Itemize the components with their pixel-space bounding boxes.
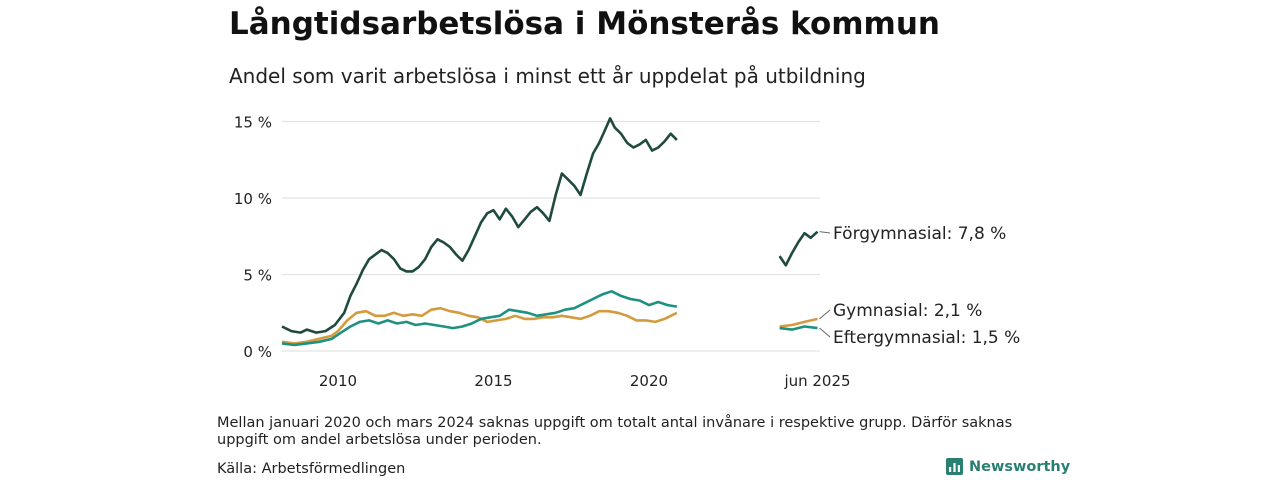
- series-line-förgymnasial: [281, 117, 678, 334]
- y-tick-label: 0 %: [243, 343, 272, 361]
- y-tick-label: 5 %: [243, 267, 272, 285]
- series-line-gymnasial: [281, 306, 678, 345]
- series-end-label: Förgymnasial: 7,8 %: [833, 224, 1006, 244]
- x-tick-label: 2010: [319, 372, 357, 390]
- y-tick-label: 10 %: [234, 190, 272, 208]
- x-tick-label: 2020: [630, 372, 668, 390]
- brand-name: Newsworthy: [969, 458, 1071, 475]
- chart-title: Långtidsarbetslösa i Mönsterås kommun: [229, 6, 941, 42]
- footnote: Mellan januari 2020 och mars 2024 saknas…: [217, 415, 1013, 448]
- x-tick-label: jun 2025: [783, 372, 850, 390]
- series-line-eftergymnasial: [779, 325, 818, 331]
- leader-line: [819, 231, 831, 234]
- y-tick-label: 15 %: [234, 114, 272, 132]
- chart-subtitle: Andel som varit arbetslösa i minst ett å…: [229, 64, 866, 88]
- series-line-gymnasial: [779, 317, 818, 328]
- series-line-eftergymnasial: [281, 290, 678, 347]
- series-end-label: Gymnasial: 2,1 %: [833, 301, 982, 321]
- source-credit: Källa: Arbetsförmedlingen: [217, 461, 406, 477]
- leader-line: [819, 327, 831, 338]
- series-line-förgymnasial: [778, 230, 819, 267]
- series-end-label: Eftergymnasial: 1,5 %: [833, 328, 1020, 348]
- x-tick-label: 2015: [474, 372, 512, 390]
- newsworthy-logo-icon: [946, 458, 963, 475]
- brand-logo: Newsworthy: [946, 458, 1070, 475]
- leader-line: [819, 309, 831, 320]
